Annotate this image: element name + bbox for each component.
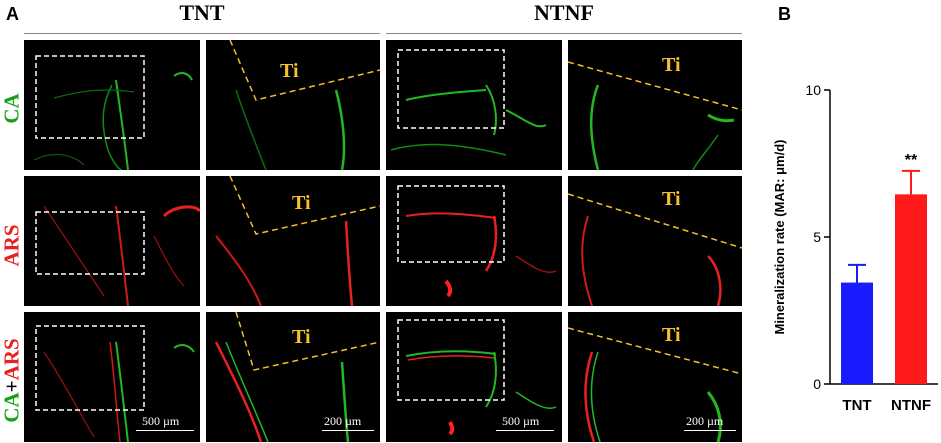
micrograph-ntnf-ars-overview xyxy=(386,176,562,306)
micrograph-ntnf-ars-zoom: Ti xyxy=(568,176,742,306)
group-rule-tnt xyxy=(24,33,380,34)
scalebar-label-ntnf-overview: 500 µm xyxy=(502,414,540,428)
scalebar-label-tnt-zoom: 200 µm xyxy=(324,414,362,428)
mar-bar-chart: Mineralization rate (MAR: μm/d) 0 5 10 TNT N… xyxy=(772,82,938,414)
y-axis-label: Mineralization rate (MAR: μm/d) xyxy=(772,139,787,334)
panel-letter-b: B xyxy=(778,4,791,24)
micrograph-ntnf-ca-overview xyxy=(386,40,562,170)
group-title-tnt: TNT xyxy=(179,0,225,25)
micrograph-tnt-merge-overview-image xyxy=(35,325,195,442)
micrograph-ntnf-merge-zoom: Ti 200 µm xyxy=(568,312,742,442)
row-label-ca: CA xyxy=(0,93,24,124)
micrograph-tnt-merge-zoom: Ti 200 µm xyxy=(206,312,380,442)
micrograph-ntnf-ca-overview-image xyxy=(390,49,547,156)
bar-tnt xyxy=(841,282,873,384)
ti-label-ntnf-ca: Ti xyxy=(662,54,681,76)
micrograph-tnt-ca-overview xyxy=(24,40,200,170)
micrograph-ntnf-merge-zoom-image xyxy=(568,327,742,442)
ti-label-tnt-ars: Ti xyxy=(292,192,311,214)
chart-marks: ** xyxy=(841,152,927,384)
row-label-ca-ars: CA+ARS xyxy=(0,321,25,441)
micrograph-tnt-ars-zoom-image xyxy=(215,176,380,306)
micrograph-ntnf-ca-zoom: Ti xyxy=(568,40,742,170)
significance-label-ntnf: ** xyxy=(905,152,918,169)
panel-letter-a: A xyxy=(6,4,19,24)
micrograph-tnt-ca-zoom: Ti xyxy=(206,40,380,170)
micrograph-tnt-ars-overview-image xyxy=(35,205,200,306)
row-label-plus: + xyxy=(0,380,24,393)
micrograph-ntnf-merge-overview-image xyxy=(397,319,557,436)
y-tick-label-2: 10 xyxy=(805,82,821,98)
group-rule-ntnf xyxy=(386,33,742,34)
row-label-ca-part: CA xyxy=(0,392,24,423)
x-tick-label-ntnf: NTNF xyxy=(891,397,931,414)
x-tick-label-tnt: TNT xyxy=(842,397,871,414)
micrograph-tnt-ars-zoom: Ti xyxy=(206,176,380,306)
ti-label-ntnf-ars: Ti xyxy=(662,188,681,210)
ti-label-ntnf-merge: Ti xyxy=(662,324,681,346)
micrograph-ntnf-ars-overview-image xyxy=(397,185,557,298)
micrograph-tnt-merge-overview: 500 µm xyxy=(24,312,200,442)
micrograph-tnt-ca-zoom-image xyxy=(229,40,380,170)
y-tick-label-0: 0 xyxy=(813,376,821,392)
micrograph-ntnf-ca-zoom-image xyxy=(568,61,742,170)
micrograph-tnt-ars-overview xyxy=(24,176,200,306)
micrograph-tnt-merge-zoom-image xyxy=(214,312,380,442)
group-title-ntnf: NTNF xyxy=(534,0,594,25)
bar-ntnf xyxy=(895,194,927,384)
ti-label-tnt-ca: Ti xyxy=(280,60,299,82)
y-tick-label-1: 5 xyxy=(813,229,821,245)
scalebar-label-tnt-overview: 500 µm xyxy=(142,414,180,428)
micrograph-ntnf-merge-overview: 500 µm xyxy=(386,312,562,442)
scalebar-label-ntnf-zoom: 200 µm xyxy=(686,414,724,428)
micrograph-tnt-ca-overview-image xyxy=(33,55,193,170)
row-label-ars: ARS xyxy=(0,224,24,267)
row-label-ars-part: ARS xyxy=(0,338,24,381)
micrograph-ntnf-ars-zoom-image xyxy=(568,193,742,306)
ti-label-tnt-merge: Ti xyxy=(292,326,311,348)
